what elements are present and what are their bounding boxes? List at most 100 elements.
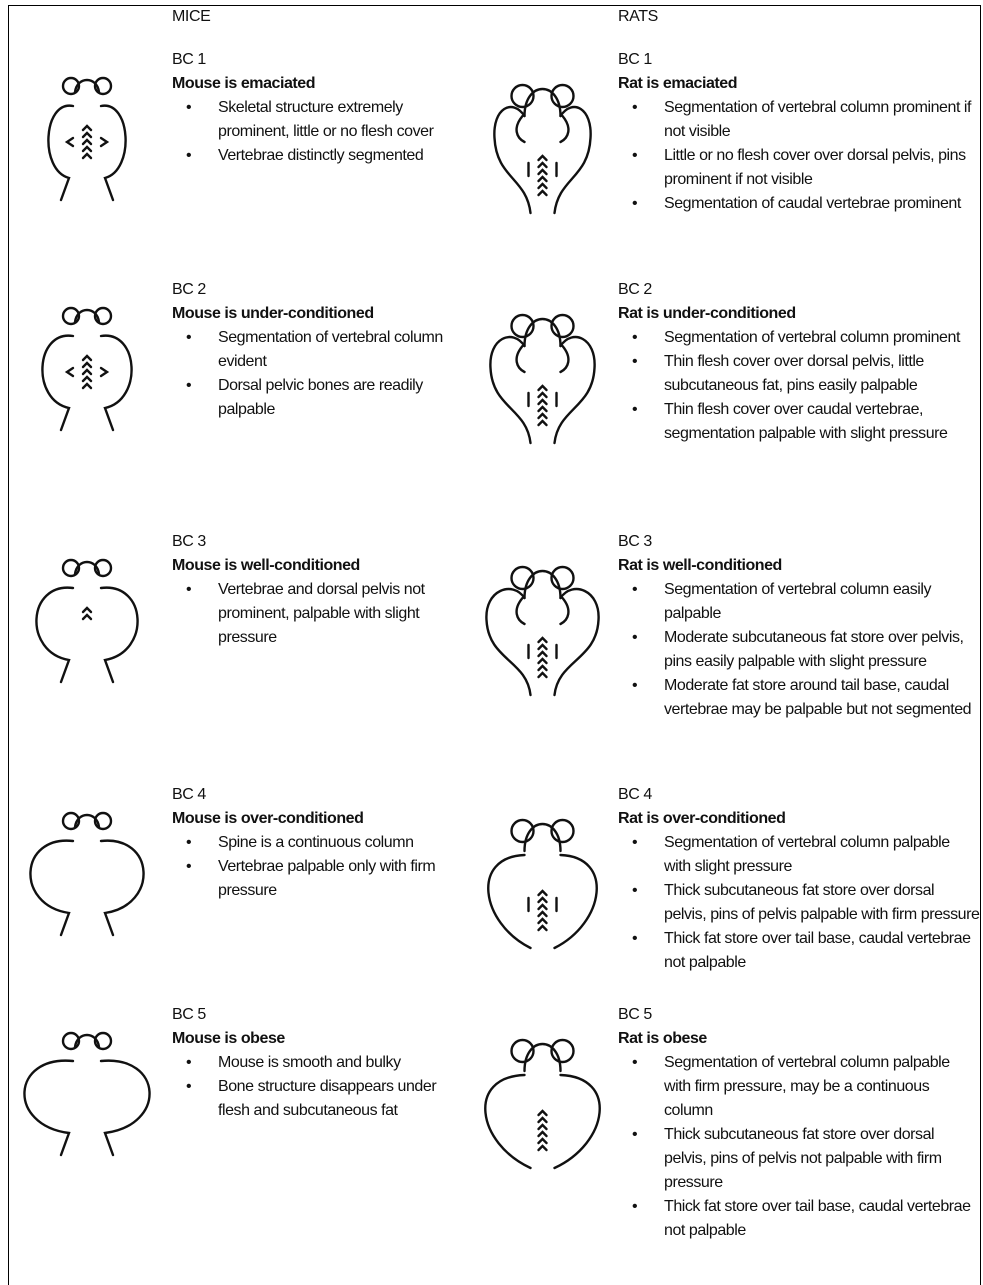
- outline: [515, 596, 526, 626]
- entry-title: Rat is emaciated: [618, 75, 738, 92]
- bullet: Thick subcutaneous fat store over dorsal…: [618, 1123, 980, 1195]
- outline: [81, 124, 93, 132]
- outline: [537, 643, 548, 651]
- outline: [81, 382, 93, 390]
- outline: [537, 917, 548, 925]
- outline: [81, 138, 93, 146]
- bullet: Vertebrae palpable only with firm pressu…: [172, 855, 462, 903]
- rat-icon: [489, 313, 596, 445]
- ear: [510, 313, 535, 339]
- bullet: Mouse is smooth and bulky: [172, 1051, 462, 1075]
- outline: [73, 308, 101, 324]
- entry: BC 2 Mouse is under-conditioned Segmentati…: [172, 278, 462, 422]
- outline: [515, 344, 526, 374]
- ear: [93, 1031, 113, 1051]
- bullet: Segmentation of vertebral column palpabl…: [618, 831, 980, 879]
- score: BC 3: [172, 533, 206, 550]
- outline: [537, 664, 548, 672]
- mice-header: MICE: [172, 8, 211, 25]
- outline: [537, 924, 548, 932]
- rat-icon: [485, 565, 600, 697]
- bullet: Segmentation of vertebral column promine…: [618, 326, 980, 350]
- ear: [93, 76, 113, 96]
- outline: [537, 168, 548, 176]
- entry-title: Rat is obese: [618, 1030, 707, 1047]
- outline: [537, 405, 548, 413]
- outline: [81, 606, 93, 614]
- outline: [537, 903, 548, 911]
- outline: [537, 636, 548, 644]
- bullet-list: Segmentation of vertebral column promine…: [618, 96, 980, 216]
- mouse-icon: [47, 76, 127, 202]
- entry-title: Rat is well-conditioned: [618, 557, 782, 574]
- outline: [81, 613, 93, 621]
- outline: [64, 136, 75, 148]
- outline: [523, 1043, 562, 1073]
- outline: [99, 839, 145, 937]
- outline: [35, 586, 75, 684]
- outline: [537, 896, 548, 904]
- outline: [484, 1073, 532, 1170]
- outline: [99, 334, 133, 432]
- outline: [81, 131, 93, 139]
- outline: [537, 161, 548, 169]
- outline: [537, 657, 548, 665]
- bullet: Segmentation of caudal vertebrae promine…: [618, 192, 980, 216]
- outline: [73, 1033, 101, 1049]
- outline: [537, 1109, 548, 1117]
- score: BC 4: [618, 786, 652, 803]
- outline: [553, 1073, 601, 1170]
- entry: BC 1 Rat is emaciated Segmentation of vert…: [618, 48, 980, 216]
- outline: [29, 839, 75, 937]
- outline: [537, 182, 548, 190]
- bullet: Moderate fat store around tail base, cau…: [618, 674, 980, 722]
- score: BC 5: [172, 1006, 206, 1023]
- ear: [510, 1038, 535, 1064]
- bullet: Segmentation of vertebral column easily …: [618, 578, 980, 626]
- outline: [537, 154, 548, 162]
- outline: [537, 189, 548, 197]
- entry: BC 1 Mouse is emaciated Skeletal structure…: [172, 48, 462, 168]
- ear: [550, 83, 575, 109]
- bullet: Thick subcutaneous fat store over dorsal…: [618, 879, 980, 927]
- outline: [553, 105, 592, 215]
- outline: [537, 1123, 548, 1131]
- ear: [550, 565, 575, 591]
- bullet: Vertebrae and dorsal pelvis not prominen…: [172, 578, 462, 650]
- outline: [553, 587, 600, 697]
- outline: [537, 175, 548, 183]
- ear: [61, 811, 81, 831]
- bullet-list: Segmentation of vertebral column palpabl…: [618, 831, 980, 975]
- ear: [510, 565, 535, 591]
- score: BC 1: [618, 51, 652, 68]
- mouse-icon: [23, 1031, 151, 1157]
- entry-title: Mouse is under-conditioned: [172, 305, 374, 322]
- outline: [553, 335, 596, 445]
- outline: [73, 78, 101, 94]
- bullet: Thin flesh cover over dorsal pelvis, lit…: [618, 350, 980, 398]
- outline: [81, 361, 93, 369]
- outline: [537, 1137, 548, 1145]
- bullet-list: Segmentation of vertebral column palpabl…: [618, 1051, 980, 1243]
- outline: [493, 105, 532, 215]
- score: BC 5: [618, 1006, 652, 1023]
- score: BC 1: [172, 51, 206, 68]
- outline: [73, 813, 101, 829]
- outline: [559, 596, 570, 626]
- outline: [523, 570, 562, 600]
- entry-title: Rat is over-conditioned: [618, 810, 786, 827]
- outline: [537, 910, 548, 918]
- ear: [510, 83, 535, 109]
- outline: [537, 1116, 548, 1124]
- ear: [61, 1031, 81, 1051]
- outline: [559, 344, 570, 374]
- outline: [487, 853, 532, 950]
- bullet: Skeletal structure extremely prominent, …: [172, 96, 462, 144]
- outline: [81, 354, 93, 362]
- bullet-list: Segmentation of vertebral column evident…: [172, 326, 462, 422]
- outline: [64, 366, 75, 378]
- bullet: Moderate subcutaneous fat store over pel…: [618, 626, 980, 674]
- rat-icon: [487, 818, 598, 950]
- bullet: Thin flesh cover over caudal vertebrae, …: [618, 398, 980, 446]
